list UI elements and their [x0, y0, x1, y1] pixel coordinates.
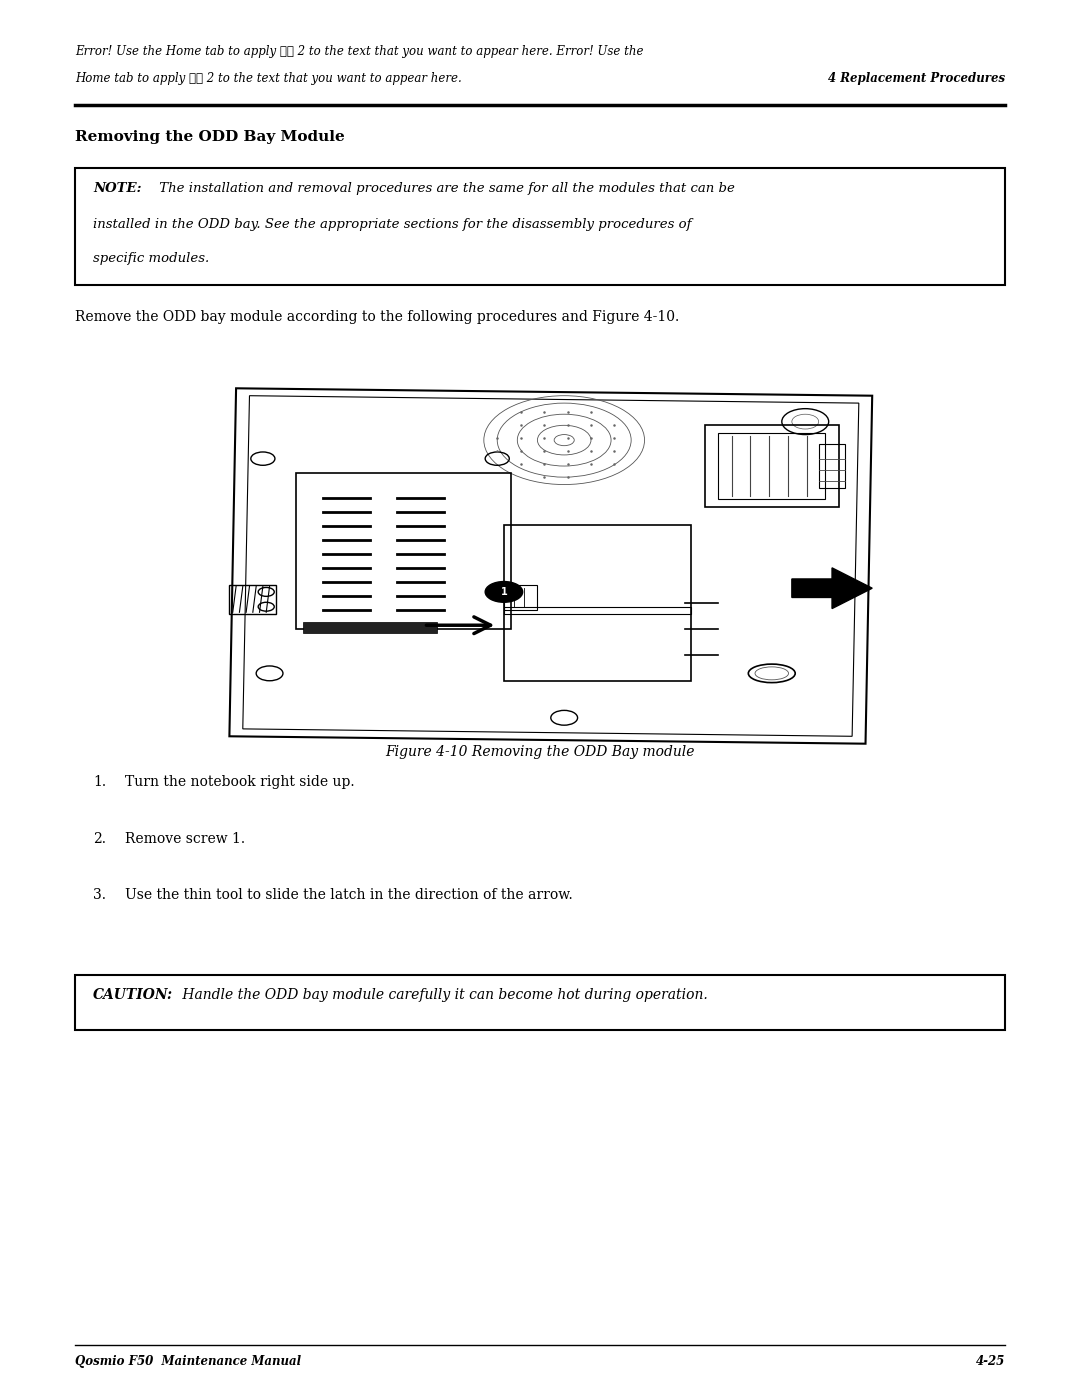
Text: Remove screw 1.: Remove screw 1. — [125, 833, 245, 847]
Bar — [296, 474, 511, 629]
Text: Figure 4-10 Removing the ODD Bay module: Figure 4-10 Removing the ODD Bay module — [386, 745, 694, 759]
Text: Error! Use the Home tab to apply 標題 2 to the text that you want to appear here. : Error! Use the Home tab to apply 標題 2 to… — [75, 45, 644, 59]
Text: Handle the ODD bay module carefully it can become hot during operation.: Handle the ODD bay module carefully it c… — [178, 988, 707, 1002]
Text: Qosmio F50  Maintenance Manual: Qosmio F50 Maintenance Manual — [75, 1355, 301, 1368]
Text: NOTE:: NOTE: — [93, 182, 141, 196]
Text: Home tab to apply 標題 2 to the text that you want to appear here.: Home tab to apply 標題 2 to the text that … — [75, 73, 462, 85]
Text: 2.: 2. — [93, 833, 106, 847]
Text: The installation and removal procedures are the same for all the modules that ca: The installation and removal procedures … — [156, 182, 734, 196]
Bar — [705, 425, 839, 507]
Circle shape — [485, 581, 523, 602]
Bar — [504, 525, 691, 680]
Bar — [819, 444, 846, 489]
Text: CAUTION:: CAUTION: — [93, 988, 173, 1002]
Bar — [75, 975, 1005, 1030]
Text: specific modules.: specific modules. — [93, 251, 210, 265]
Text: Removing the ODD Bay Module: Removing the ODD Bay Module — [75, 130, 345, 144]
Text: installed in the ODD bay. See the appropriate sections for the disassembly proce: installed in the ODD bay. See the approp… — [93, 218, 691, 231]
Bar — [504, 606, 691, 615]
Text: 1: 1 — [500, 587, 508, 597]
Text: Use the thin tool to slide the latch in the direction of the arrow.: Use the thin tool to slide the latch in … — [125, 888, 572, 902]
Text: Turn the notebook right side up.: Turn the notebook right side up. — [125, 775, 354, 789]
Bar — [504, 584, 538, 610]
Bar — [75, 168, 1005, 285]
FancyArrow shape — [792, 567, 873, 609]
Text: 4-25: 4-25 — [975, 1355, 1005, 1368]
Text: 1.: 1. — [93, 775, 106, 789]
Bar — [229, 584, 276, 615]
Text: 3.: 3. — [93, 888, 106, 902]
Text: 4 Replacement Procedures: 4 Replacement Procedures — [828, 73, 1005, 85]
Bar — [303, 622, 437, 633]
Bar — [718, 433, 825, 499]
Text: Remove the ODD bay module according to the following procedures and Figure 4-10.: Remove the ODD bay module according to t… — [75, 310, 679, 324]
